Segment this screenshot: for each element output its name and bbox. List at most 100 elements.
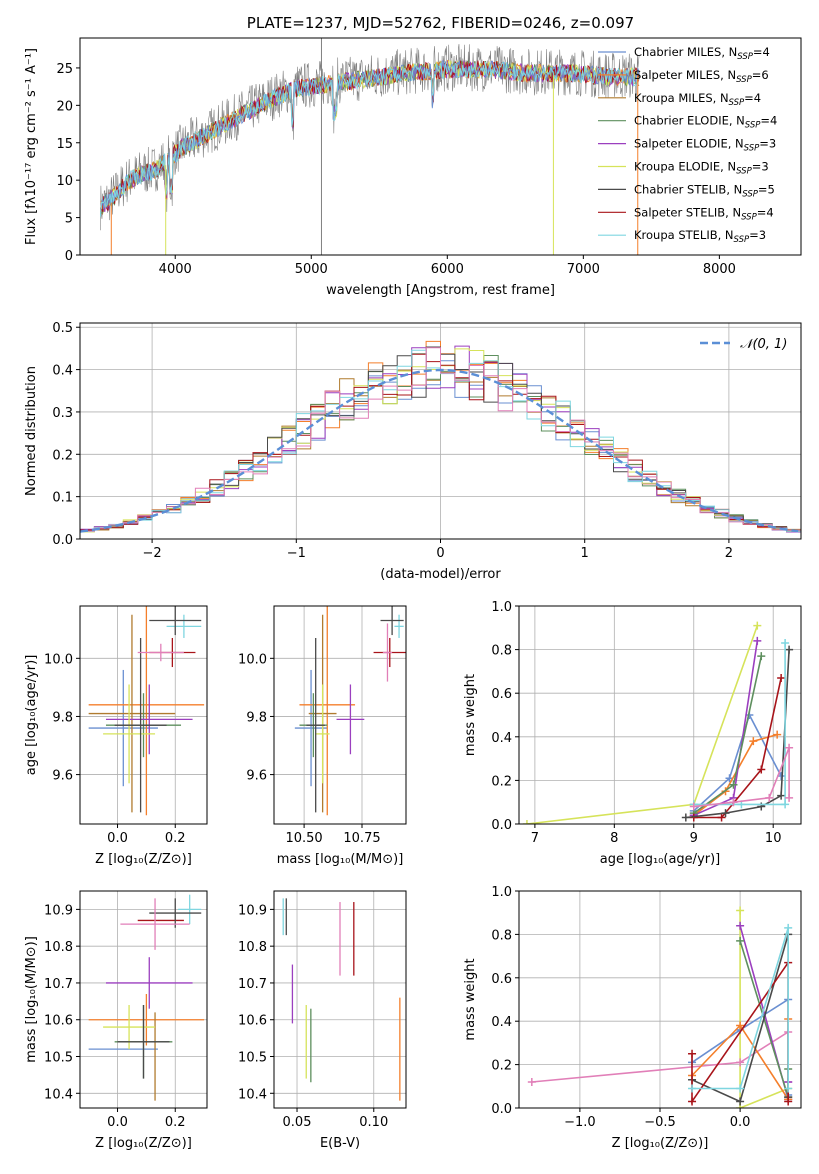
axes-frame — [79, 37, 802, 256]
x-tick-label: 10 — [765, 831, 782, 846]
series-marker — [681, 813, 690, 822]
data-point — [114, 637, 167, 813]
legend-label-sub: SSP — [736, 75, 752, 85]
axes-frame — [518, 605, 802, 825]
y-axis-label: Flux [fλ10⁻¹⁷ erg cm⁻² s⁻¹ A⁻¹] — [24, 48, 39, 245]
plot-area-age_vs_z — [88, 606, 205, 816]
series-marker — [736, 1058, 745, 1067]
y-tick-label: 10.8 — [44, 940, 73, 955]
chart-title: PLATE=1237, MJD=52762, FIBERID=0246, z=0… — [247, 14, 634, 32]
legend-label-sub: SSP — [729, 98, 745, 108]
legend-label: Chabrier STELIB, NSSP=5 — [634, 182, 775, 199]
x-tick-label: 0 — [436, 546, 444, 561]
spectrum-line — [99, 61, 640, 217]
series-marker — [784, 1084, 793, 1093]
y-tick-label: 10.8 — [238, 940, 267, 955]
legend-label: Kroupa MILES, NSSP=4 — [634, 91, 761, 108]
legend-label-sub: SSP — [741, 212, 757, 222]
x-axis-label: E(B-V) — [320, 1136, 360, 1151]
x-tick-label: 0.10 — [359, 1115, 388, 1130]
y-tick-label: 10.7 — [238, 977, 267, 992]
series-marker — [773, 730, 782, 739]
plot-area-spectrum — [99, 38, 640, 255]
series-marker — [777, 673, 786, 682]
data-point — [88, 606, 205, 816]
histogram-step — [80, 347, 801, 533]
y-tick-label: 10.6 — [44, 1014, 73, 1029]
y-tick-label: 0.0 — [491, 1102, 512, 1117]
axes-frame — [518, 890, 802, 1109]
data-point — [88, 669, 158, 787]
y-tick-label: 1.0 — [491, 600, 512, 615]
x-axis-label: Z [log₁₀(Z/Z⊙)] — [95, 1136, 192, 1151]
x-tick-label: 0.0 — [107, 831, 128, 846]
y-tick-label: 10.0 — [44, 652, 73, 667]
legend-label-text: Chabrier STELIB, N — [634, 182, 742, 196]
y-tick-label: 10 — [56, 174, 73, 189]
series-line — [689, 639, 790, 809]
series-marker — [749, 737, 758, 746]
panel-weight_vs_z: −1.0 −0.5 0.0 0.0 0.2 0.4 0.6 0.8 1.0 Z [log₁₀(Z/… — [463, 885, 802, 1151]
y-tick-label: 0.4 — [491, 1015, 512, 1030]
panel-age_vs_z: 0.0 0.2 9.6 9.8 10.0 Z [log₁₀(Z/Z⊙)] age [log₁… — [24, 605, 208, 867]
data-point — [394, 614, 404, 638]
series-marker — [688, 1097, 697, 1106]
x-axis-label: mass [log₁₀(M/M⊙)] — [277, 852, 404, 867]
plot-area-ebv — [282, 898, 401, 1101]
y-tick-label: 1.0 — [491, 885, 512, 900]
legend-label-value: =4 — [757, 205, 774, 219]
series-marker — [757, 652, 766, 661]
x-tick-label: 6000 — [431, 262, 464, 277]
y-axis-label: age [log₁₀(age/yr)] — [24, 655, 39, 776]
series-line — [681, 645, 794, 822]
panel-residuals: −2 −1 0 1 2 0.0 0.1 0.2 0.3 0.4 0.5 (data-model)/er… — [24, 321, 802, 582]
plot-area-residuals — [80, 340, 801, 534]
legend-label-value: =6 — [752, 68, 769, 82]
data-point — [336, 684, 365, 755]
data-point — [149, 606, 202, 636]
axes-frame — [273, 605, 407, 825]
series-marker — [785, 793, 794, 802]
series-marker — [736, 936, 745, 945]
data-point — [299, 606, 356, 816]
series-marker — [736, 1097, 745, 1106]
y-tick-label: 0.8 — [491, 644, 512, 659]
y-tick-label: 9.6 — [52, 769, 73, 784]
series-marker — [721, 809, 730, 818]
panel-ebv: 0.05 0.10 10.4 10.5 10.6 10.7 10.8 10.9 E(B-V) — [238, 890, 407, 1151]
y-tick-label: 0.2 — [491, 1059, 512, 1074]
legend-label: Kroupa ELODIE, NSSP=3 — [634, 160, 769, 177]
legend-label-value: =4 — [744, 91, 761, 105]
panel-mass_vs_z: 0.0 0.2 10.4 10.5 10.6 10.7 10.8 10.9 Z [log₁₀(Z… — [24, 890, 208, 1151]
series-marker — [717, 813, 726, 822]
series-marker — [757, 765, 766, 774]
data-point — [149, 898, 202, 928]
x-tick-label: 0.05 — [283, 1115, 312, 1130]
data-point — [294, 669, 328, 787]
legend-label-value: =5 — [758, 182, 775, 196]
y-tick-label: 0.0 — [52, 533, 73, 548]
y-axis-label: Normed distribution — [24, 366, 39, 496]
plot-area-weight_vs_z — [527, 906, 793, 1108]
legend-label-value: =4 — [760, 114, 777, 128]
x-tick-label: 8 — [610, 831, 618, 846]
legend-label-text: Salpeter STELIB, N — [634, 205, 741, 219]
series-marker — [527, 1077, 536, 1086]
legend-label-sub: SSP — [737, 52, 753, 62]
legend-label-text: Salpeter MILES, N — [634, 68, 736, 82]
data-point — [105, 684, 193, 755]
x-axis-label: (data-model)/error — [380, 567, 501, 582]
legend-label: Salpeter STELIB, NSSP=4 — [634, 205, 774, 222]
data-point — [105, 957, 193, 1009]
x-tick-label: 1 — [581, 546, 589, 561]
x-tick-label: 10.75 — [343, 831, 380, 846]
x-tick-label: −2 — [143, 546, 162, 561]
x-tick-label: 0.0 — [730, 1115, 751, 1130]
series-marker — [688, 1084, 697, 1093]
legend-label-sub: SSP — [745, 121, 761, 131]
data-point — [103, 684, 156, 784]
x-tick-label: 0.0 — [107, 1115, 128, 1130]
legend: 𝒩(0, 1) — [700, 337, 787, 352]
y-axis-label: mass weight — [463, 674, 478, 756]
